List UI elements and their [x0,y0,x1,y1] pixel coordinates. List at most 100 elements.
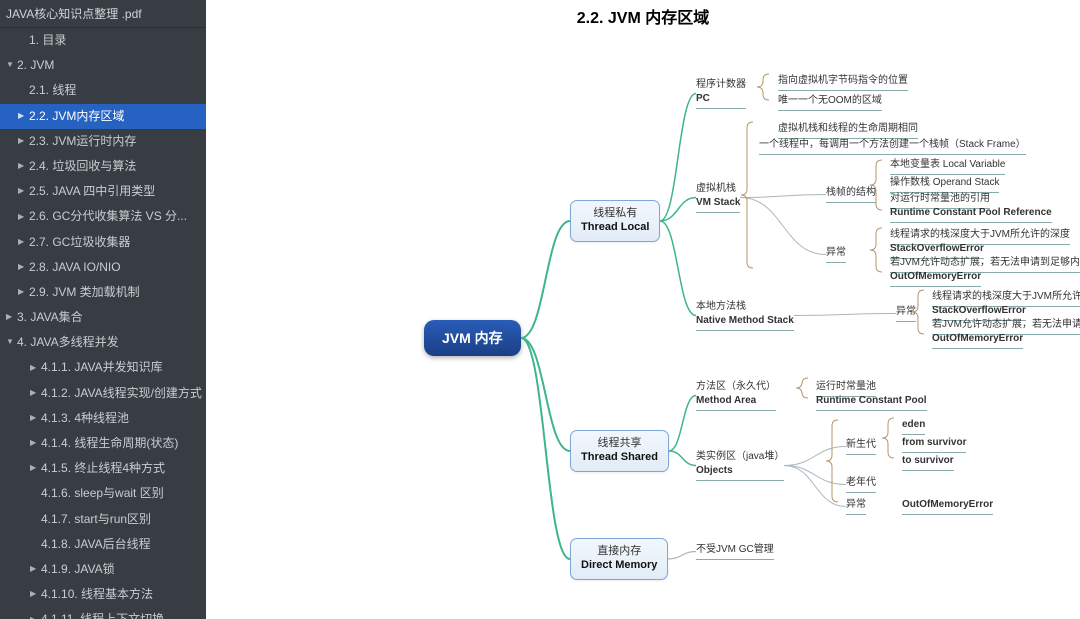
toc-item[interactable]: ▶4.1.3. 4种线程池 [0,406,206,431]
content-area: 2.2. JVM 内存区域 JVM 内存线程私有Thread Local线程共享… [206,0,1080,619]
mindmap-canvas[interactable]: JVM 内存 线程私有Thread Local 线程共享Thread Shared 直… [206,0,1080,619]
toc-item-label: 4.1.10. 线程基本方法 [41,585,153,604]
caret-right-icon: ▶ [6,311,14,324]
caret-right-icon: ▶ [30,614,38,619]
node-label: 线程共享 [581,436,658,450]
caret-right-icon: ▶ [18,185,26,198]
toc-item[interactable]: ▶2.3. JVM运行时内存 [0,129,206,154]
toc-item[interactable]: ▶4.1.4. 线程生命周期(状态) [0,431,206,456]
mindmap-midlabel: 不受JVM GC管理 [696,543,774,560]
toc-item[interactable]: ▶4.1.1. JAVA并发知识库 [0,355,206,380]
node-label: 线程私有 [581,206,649,220]
mindmap-leaf: OutOfMemoryError [932,332,1023,349]
mindmap-sublabel: 栈帧的结构 [826,186,876,203]
toc-item-label: 2.7. GC垃圾收集器 [29,233,130,252]
node-sublabel: Thread Local [581,220,649,234]
caret-right-icon: ▶ [30,462,38,475]
toc-item-label: 4.1.8. JAVA后台线程 [41,535,151,554]
toc-item-label: 4.1.3. 4种线程池 [41,409,129,428]
toc-item[interactable]: ▶4.1.2. JAVA线程实现/创建方式 [0,381,206,406]
toc-item-label: 4.1.6. sleep与wait 区别 [41,484,164,503]
toc-item[interactable]: ▶2.4. 垃圾回收与算法 [0,154,206,179]
caret-right-icon: ▶ [30,412,38,425]
toc-item[interactable]: ▶2.5. JAVA 四中引用类型 [0,179,206,204]
toc-item[interactable]: ▼2. JVM [0,53,206,78]
mindmap-leaf: 唯一一个无OOM的区域 [778,94,882,111]
toc-item-label: 2.9. JVM 类加载机制 [29,283,140,302]
mindmap-leaf: OutOfMemoryError [902,498,993,515]
toc-item-label: 2.1. 线程 [29,81,76,100]
mindmap-leaf: 操作数栈 Operand Stack [890,176,999,193]
caret-right-icon: ▶ [18,261,26,274]
toc-item-label: 4. JAVA多线程并发 [17,333,119,352]
toc-item-label: 2.3. JVM运行时内存 [29,132,136,151]
caret-right-icon: ▶ [18,211,26,224]
mindmap-leaf: 指向虚拟机字节码指令的位置 [778,74,908,91]
outline-sidebar[interactable]: JAVA核心知识点整理 .pdf 1. 目录▼2. JVM2.1. 线程▶2.2… [0,0,206,619]
toc-item-label: 2.8. JAVA IO/NIO [29,258,121,277]
caret-down-icon: ▼ [6,336,14,349]
toc-item-label: 2.6. GC分代收集算法 VS 分... [29,207,187,226]
mindmap-root-node[interactable]: JVM 内存 [424,320,521,356]
toc-list: 1. 目录▼2. JVM2.1. 线程▶2.2. JVM内存区域▶2.3. JV… [0,28,206,619]
mindmap-leaf: OutOfMemoryError [890,270,981,287]
node-label: 直接内存 [581,544,657,558]
mindmap-midlabel: 类实例区（java堆）Objects [696,450,784,481]
toc-item-label: 4.1.1. JAVA并发知识库 [41,358,163,377]
toc-item[interactable]: 4.1.6. sleep与wait 区别 [0,481,206,506]
caret-right-icon: ▶ [18,236,26,249]
toc-item[interactable]: ▶2.6. GC分代收集算法 VS 分... [0,204,206,229]
mindmap-midlabel: 虚拟机栈VM Stack [696,182,740,213]
mindmap-midlabel: 本地方法栈Native Method Stack [696,300,794,331]
node-sublabel: Thread Shared [581,450,658,464]
mindmap-sublabel: 异常 [826,246,846,263]
toc-item[interactable]: 2.1. 线程 [0,78,206,103]
mindmap-leaf: 一个线程中，每调用一个方法创建一个栈帧（Stack Frame） [759,138,1026,155]
toc-item-label: 2.2. JVM内存区域 [29,107,124,126]
caret-right-icon: ▶ [30,362,38,375]
mindmap-node-direct_mem[interactable]: 直接内存Direct Memory [570,538,668,580]
mindmap-midlabel: 程序计数器PC [696,78,746,109]
toc-item-label: 3. JAVA集合 [17,308,83,327]
toc-item-label: 1. 目录 [29,31,66,50]
toc-item[interactable]: 1. 目录 [0,28,206,53]
caret-right-icon: ▶ [30,588,38,601]
toc-item-label: 2.4. 垃圾回收与算法 [29,157,136,176]
toc-item[interactable]: ▼4. JAVA多线程并发 [0,330,206,355]
mindmap-node-thread_local[interactable]: 线程私有Thread Local [570,200,660,242]
toc-item[interactable]: ▶3. JAVA集合 [0,305,206,330]
toc-item-label: 4.1.7. start与run区别 [41,510,151,529]
mindmap-leaf: from survivor [902,436,966,453]
toc-item[interactable]: 4.1.8. JAVA后台线程 [0,532,206,557]
toc-item-label: 4.1.9. JAVA锁 [41,560,115,579]
mindmap-sublabel: 异常 [896,305,916,322]
mindmap-midlabel: 方法区（永久代）Method Area [696,380,776,411]
toc-item[interactable]: ▶4.1.9. JAVA锁 [0,557,206,582]
toc-item-label: 4.1.5. 终止线程4种方式 [41,459,165,478]
toc-item[interactable]: ▶2.8. JAVA IO/NIO [0,255,206,280]
caret-right-icon: ▶ [30,387,38,400]
app-root: JAVA核心知识点整理 .pdf 1. 目录▼2. JVM2.1. 线程▶2.2… [0,0,1080,619]
mindmap-sublabel: 老年代 [846,476,876,493]
caret-down-icon: ▼ [6,59,14,72]
toc-item[interactable]: ▶2.7. GC垃圾收集器 [0,230,206,255]
toc-item-label: 2.5. JAVA 四中引用类型 [29,182,155,201]
caret-right-icon: ▶ [18,110,26,123]
toc-item[interactable]: ▶2.2. JVM内存区域 [0,104,206,129]
toc-item-label: 2. JVM [17,56,54,75]
mindmap-leaf: to survivor [902,454,954,471]
toc-item-label: 4.1.2. JAVA线程实现/创建方式 [41,384,202,403]
toc-item[interactable]: ▶4.1.5. 终止线程4种方式 [0,456,206,481]
mindmap-node-thread_shared[interactable]: 线程共享Thread Shared [570,430,669,472]
toc-item[interactable]: ▶4.1.10. 线程基本方法 [0,582,206,607]
mindmap-sublabel: 新生代 [846,438,876,455]
caret-right-icon: ▶ [30,437,38,450]
toc-item[interactable]: ▶2.9. JVM 类加载机制 [0,280,206,305]
mindmap-leaf: 虚拟机栈和线程的生命周期相同 [778,122,918,139]
document-title: JAVA核心知识点整理 .pdf [0,0,206,28]
mindmap-leaf: 本地变量表 Local Variable [890,158,1005,175]
toc-item[interactable]: ▶4.1.11. 线程上下文切换 [0,607,206,619]
toc-item-label: 4.1.11. 线程上下文切换 [41,610,164,619]
caret-right-icon: ▶ [18,135,26,148]
toc-item[interactable]: 4.1.7. start与run区别 [0,507,206,532]
